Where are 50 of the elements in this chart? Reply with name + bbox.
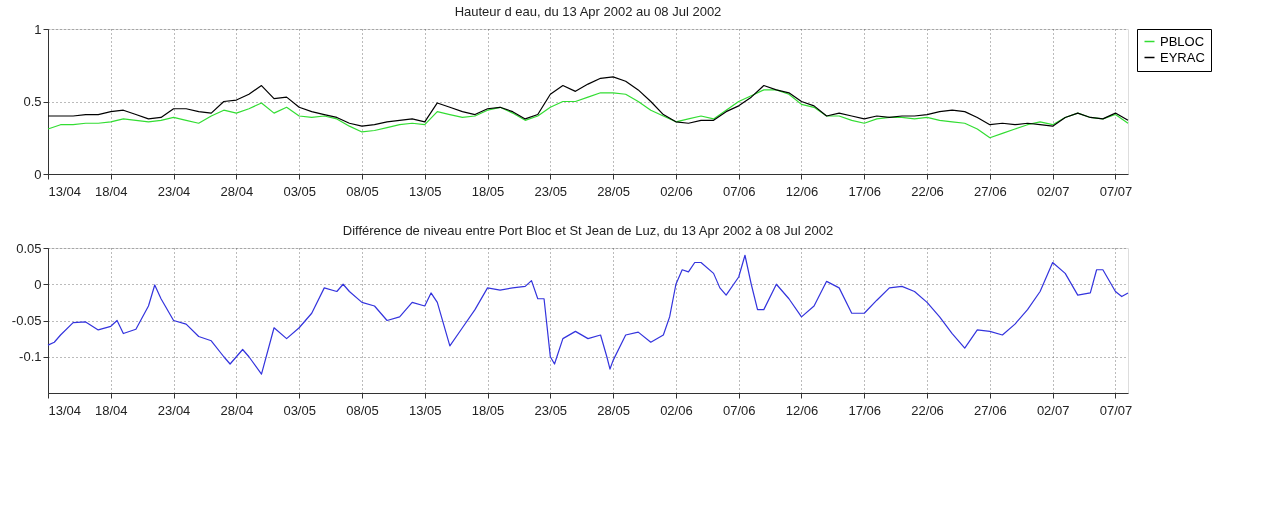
line-series [47,76,1129,127]
x-tick-label: 02/06 [660,402,693,418]
x-tick-label: 28/04 [220,183,254,199]
x-tick-label: 27/06 [974,402,1007,418]
y-tick-label: -0.05 [11,313,42,328]
x-tick-label: 22/06 [911,183,944,199]
x-tick-label: 18/05 [471,183,505,199]
x-tick-label: 02/07 [1036,402,1070,418]
y-tick-label: -0.1 [19,349,42,365]
x-tick-label: 28/05 [597,402,630,418]
y-tick-label: 0 [34,166,42,182]
x-tick-label: 02/07 [1036,183,1070,199]
x-tick-label: 18/05 [471,402,505,418]
x-tick-label: 23/05 [534,183,568,199]
y-tick-label: 0 [34,276,42,292]
y-tick-label: 0.5 [23,94,42,109]
x-tick-label: 28/05 [597,183,630,199]
x-tick-label: 17/06 [848,183,882,199]
x-tick-label: 17/06 [848,402,882,418]
x-tick-label: 28/04 [220,402,254,418]
x-tick-label: 23/05 [534,402,568,418]
line-series [47,254,1129,375]
chart-title: Hauteur d eau, du 13 Apr 2002 au 08 Jul 2002 [454,4,722,19]
x-tick-label: 12/06 [785,183,819,199]
legend-label: PBLOC [1160,33,1205,49]
chart-title: Différence de niveau entre Port Bloc et St Jean de Luz, du 13 Apr 2002 à 08 Jul 2002 [342,223,834,238]
x-tick-label: 07/07 [1099,402,1133,418]
x-tick-label: 07/06 [722,402,756,418]
x-tick-label: 27/06 [974,183,1007,199]
x-tick-label: 03/05 [283,402,316,418]
x-tick-label: 08/05 [346,183,379,199]
x-tick-label: 23/04 [157,402,191,418]
x-tick-label: 13/04 [48,183,82,199]
x-tick-label: 13/04 [48,402,82,418]
y-tick-label: 1 [34,21,42,37]
x-tick-label: 13/05 [408,183,442,199]
x-tick-label: 02/06 [660,183,693,199]
x-tick-label: 18/04 [95,402,128,418]
line-series [47,89,1129,139]
x-tick-label: 03/05 [283,183,316,199]
x-tick-label: 22/06 [911,402,944,418]
y-tick-label: 0.05 [16,240,42,256]
x-tick-label: 07/06 [722,183,756,199]
x-tick-label: 12/06 [785,402,819,418]
x-tick-label: 18/04 [95,183,128,199]
x-tick-label: 08/05 [346,402,379,418]
x-tick-label: 07/07 [1099,183,1133,199]
x-tick-label: 13/05 [408,402,442,418]
legend-label: EYRAC [1160,49,1205,65]
x-tick-label: 23/04 [157,183,191,199]
